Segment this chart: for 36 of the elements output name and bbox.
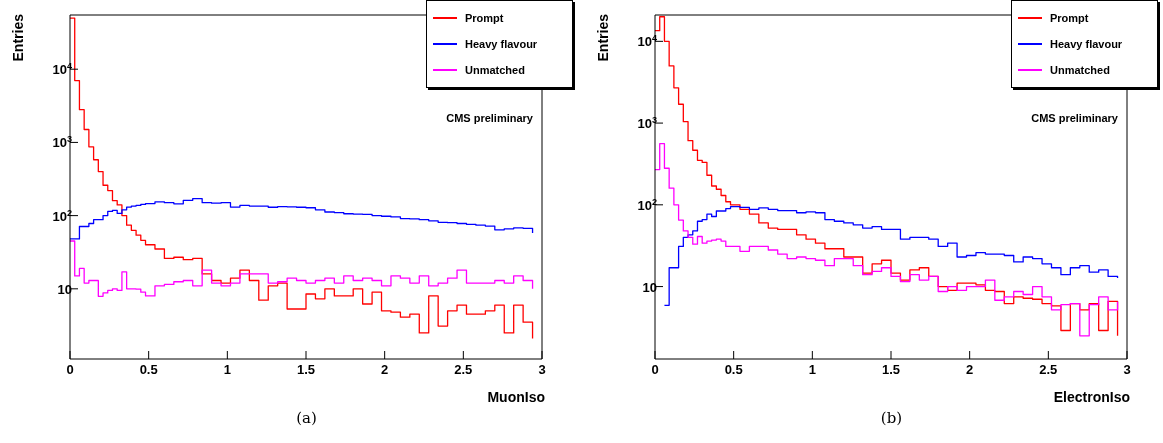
y-tick-label: 10 <box>57 281 72 297</box>
y-axis-title: Entries <box>595 14 611 62</box>
y-tick-label: 10$^{3}$ <box>637 115 657 132</box>
x-tick-label: 0.5 <box>139 362 158 378</box>
x-tick-label: 2.5 <box>1039 362 1058 378</box>
x-axis-title: MuonIso <box>487 389 545 405</box>
x-tick-label: 1.5 <box>881 362 901 378</box>
x-tick-label: 3 <box>538 362 546 378</box>
y-tick-label: 10$^{4}$ <box>637 33 658 50</box>
legend-label: Unmatched <box>1050 64 1110 76</box>
x-tick-label: 2.5 <box>454 362 473 378</box>
text: (b) <box>879 409 904 427</box>
y-tick-label: 10$^{2}$ <box>637 196 657 213</box>
legend-label: Heavy flavour <box>1050 38 1123 50</box>
annotation: CMS preliminary <box>446 112 533 124</box>
y-tick-label: 10$^{4}$ <box>52 61 73 78</box>
legend-label: Prompt <box>465 12 504 24</box>
y-tick-label: 10$^{2}$ <box>52 207 72 224</box>
x-tick-label: 1.5 <box>296 362 316 378</box>
y-tick-label: 10 <box>642 279 657 295</box>
text: (a) <box>295 409 318 427</box>
legend-label: Heavy flavour <box>465 38 538 50</box>
x-tick-label: 3 <box>1123 362 1131 378</box>
x-tick-label: 0 <box>651 362 659 378</box>
legend-label: Prompt <box>1050 12 1089 24</box>
x-tick-label: 0 <box>66 362 74 378</box>
x-tick-label: 1 <box>808 362 816 378</box>
x-tick-label: 0.5 <box>724 362 743 378</box>
y-axis-title: Entries <box>10 14 26 62</box>
x-axis-title: ElectronIso <box>1053 389 1130 405</box>
annotation: CMS preliminary <box>1031 112 1118 124</box>
x-tick-label: 1 <box>223 362 231 378</box>
x-tick-label: 2 <box>966 362 974 378</box>
legend-label: Unmatched <box>465 64 525 76</box>
x-tick-label: 2 <box>381 362 389 378</box>
y-tick-label: 10$^{3}$ <box>52 134 72 151</box>
